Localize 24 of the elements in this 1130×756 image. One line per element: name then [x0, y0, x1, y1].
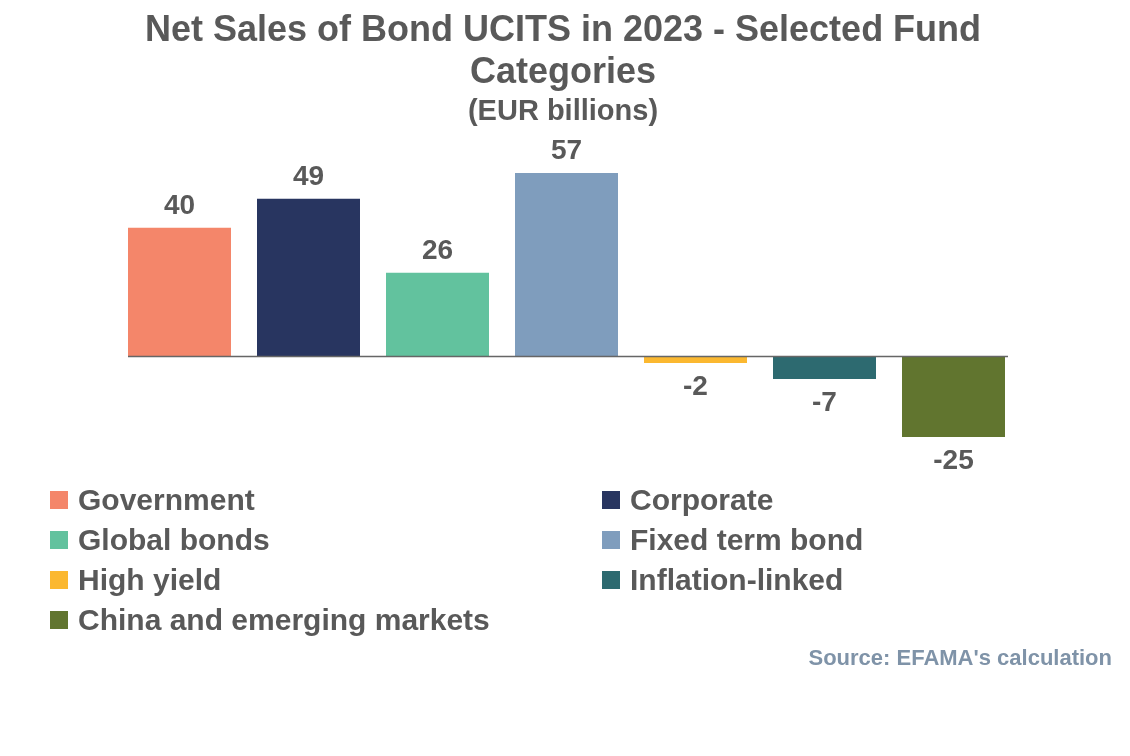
legend-label: Government [78, 483, 255, 517]
data-label: 49 [292, 159, 325, 191]
bar [902, 356, 1005, 437]
chart-subtitle: (EUR billions) [466, 93, 660, 128]
legend-label: China and emerging markets [78, 603, 490, 637]
legend-label: Fixed term bond [630, 523, 864, 557]
legend-label: High yield [78, 563, 222, 597]
bar [644, 356, 747, 363]
data-label: -25 [933, 444, 974, 475]
bar [773, 356, 876, 380]
chart-title: Net Sales of Bond UCITS in 2023 - Selected Fund Categories [143, 8, 983, 92]
data-label: 40 [163, 188, 196, 220]
data-label: 57 [550, 134, 583, 165]
data-label: 26 [421, 233, 454, 265]
legend-label: Inflation-linked [630, 563, 844, 597]
bar [257, 198, 360, 357]
data-label: -2 [683, 369, 708, 401]
legend-label: Global bonds [78, 523, 270, 557]
legend-label: Corporate [630, 483, 774, 517]
bar [515, 173, 618, 357]
data-label: -7 [812, 386, 837, 418]
bar [386, 272, 489, 357]
bar [128, 227, 231, 357]
source-note: Source: EFAMA's calculation [807, 645, 1113, 671]
